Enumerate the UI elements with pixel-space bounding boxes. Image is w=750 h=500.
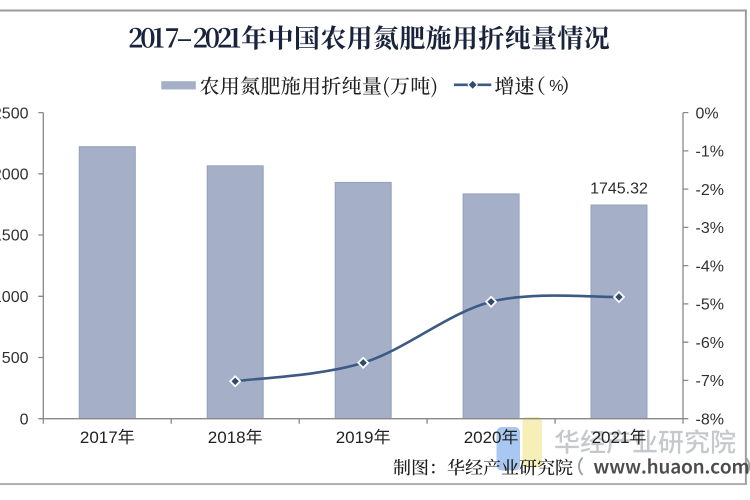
svg-text:-7%: -7% bbox=[696, 373, 724, 390]
svg-text:2000: 2000 bbox=[0, 167, 29, 184]
svg-text:1000: 1000 bbox=[0, 289, 29, 306]
svg-text:1500: 1500 bbox=[0, 228, 29, 245]
svg-text:1745.32: 1745.32 bbox=[590, 181, 648, 198]
svg-text:2017: 2017 bbox=[80, 428, 118, 447]
svg-text:500: 500 bbox=[2, 350, 29, 367]
svg-text:2020: 2020 bbox=[464, 428, 502, 447]
svg-text:-8%: -8% bbox=[696, 411, 724, 428]
svg-text:0: 0 bbox=[20, 411, 29, 428]
svg-text:-1%: -1% bbox=[696, 144, 724, 161]
svg-text:2500: 2500 bbox=[0, 105, 29, 122]
svg-text:2019: 2019 bbox=[336, 428, 374, 447]
svg-text:0%: 0% bbox=[696, 105, 719, 122]
svg-text:-2%: -2% bbox=[696, 182, 724, 199]
svg-text:-4%: -4% bbox=[696, 258, 724, 275]
svg-text:2018: 2018 bbox=[208, 428, 246, 447]
svg-text:2021: 2021 bbox=[592, 428, 630, 447]
svg-text:-3%: -3% bbox=[696, 220, 724, 237]
svg-text:-5%: -5% bbox=[696, 297, 724, 314]
svg-text:-6%: -6% bbox=[696, 335, 724, 352]
